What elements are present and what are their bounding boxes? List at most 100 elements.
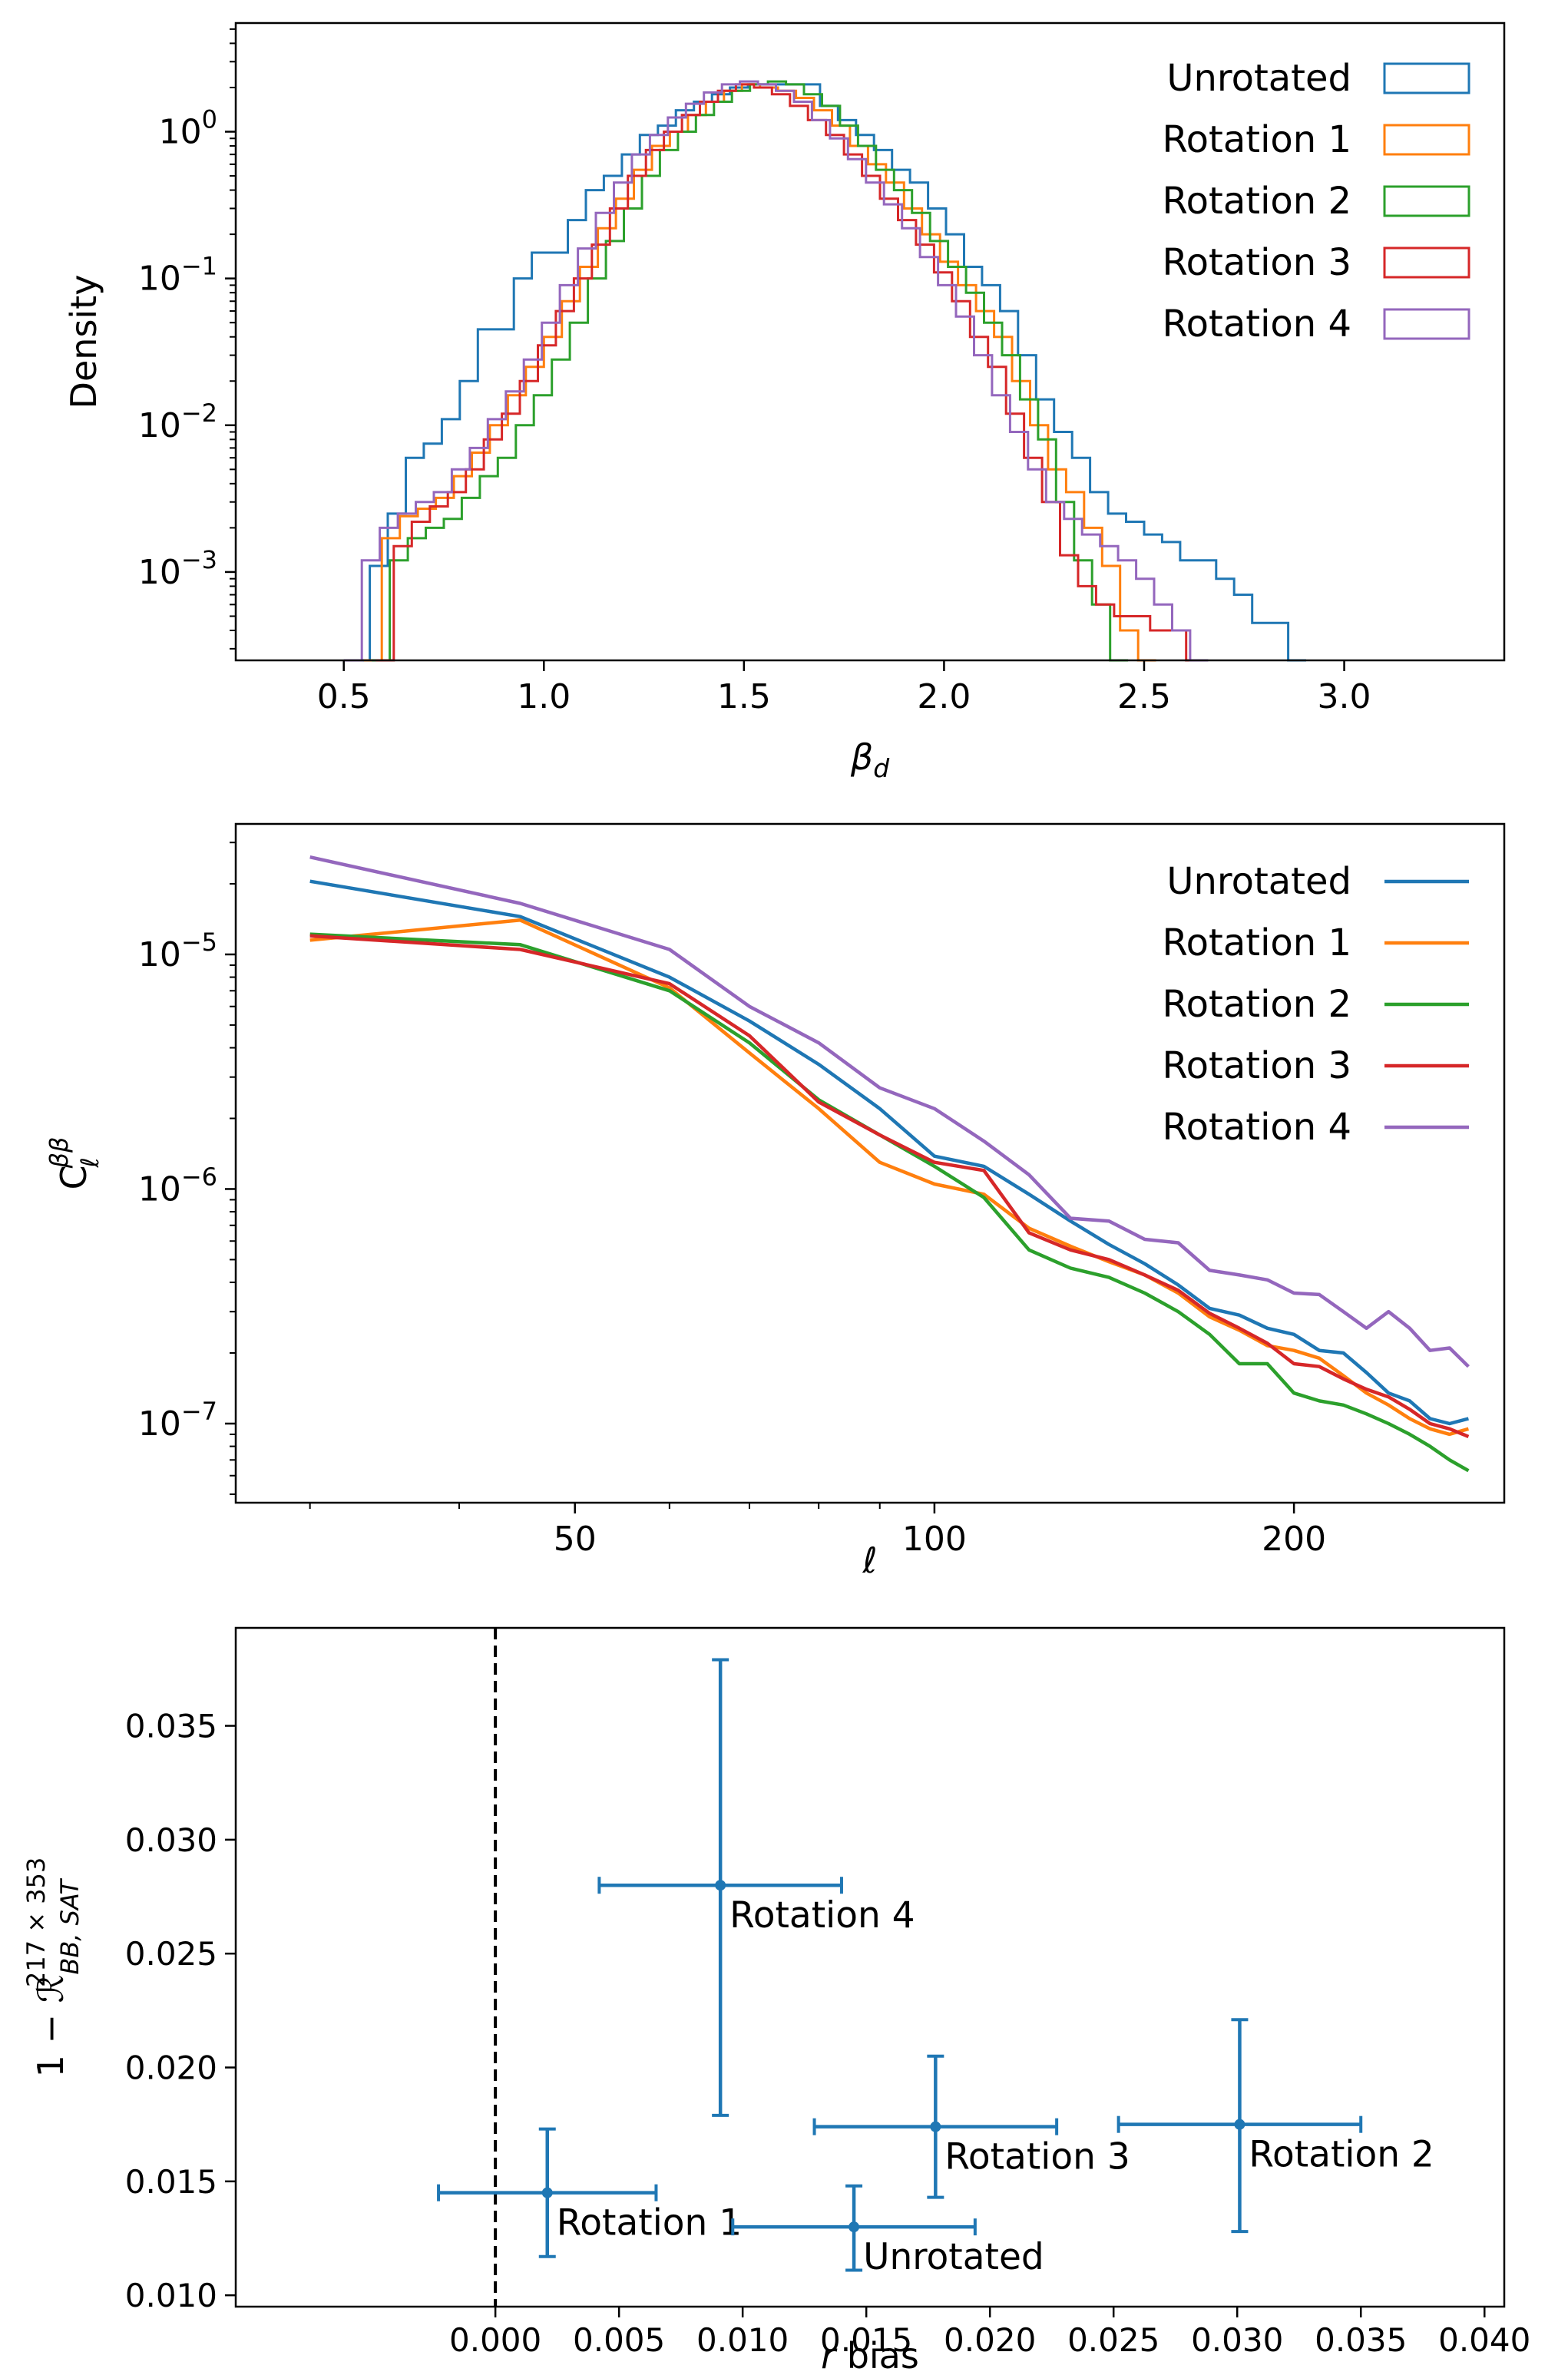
point-rotation-3: Rotation 3 — [812, 2054, 1130, 2199]
point-label: Rotation 1 — [557, 2202, 742, 2244]
x-tick-label: 0.015 — [820, 2321, 912, 2359]
data-point-marker — [849, 2221, 860, 2233]
legend-label-rotation-1: Rotation 1 — [1162, 921, 1351, 964]
legend-label-rotation-1: Rotation 1 — [1162, 118, 1351, 161]
legend-label-rotation-4: Rotation 4 — [1162, 1106, 1351, 1149]
y-tick-label: 10−6 — [138, 1162, 217, 1209]
histogram-series — [343, 80, 1306, 662]
point-rotation-4: Rotation 4 — [597, 1658, 915, 2117]
point-unrotated: Unrotated — [731, 2184, 1044, 2278]
y-tick-exp: −3 — [181, 545, 217, 574]
legend-label-rotation-2: Rotation 2 — [1162, 983, 1351, 1026]
y-tick-exp: 0 — [202, 105, 217, 134]
point-rotation-2: Rotation 2 — [1116, 2018, 1434, 2234]
bias-y-ticks: 0.010 0.015 0.020 0.025 0.030 0.035 — [125, 1708, 236, 2314]
point-label: Unrotated — [863, 2236, 1044, 2278]
histogram-x-ticks: 0.5 1.0 1.5 2.0 2.5 3.0 — [317, 660, 1371, 716]
x-tick-label: 0.040 — [1438, 2321, 1530, 2359]
histogram-x-axis-label: βd — [850, 736, 890, 783]
legend-swatch-rotation-4 — [1383, 308, 1470, 340]
y-tick-label: 0.010 — [125, 2277, 217, 2314]
spectrum-series — [309, 855, 1470, 1473]
legend-label-rotation-3: Rotation 3 — [1162, 1044, 1351, 1087]
spectrum-axes-frame — [234, 822, 1506, 1504]
x-tick-label: 0.035 — [1315, 2321, 1407, 2359]
hist-step-rotation-1 — [363, 83, 1156, 662]
legend-label-rotation-4: Rotation 4 — [1162, 303, 1351, 346]
legend-label-unrotated: Unrotated — [1166, 860, 1351, 903]
hist-step-unrotated — [352, 83, 1306, 662]
data-point-marker — [715, 1880, 726, 1891]
y-tick-label: 0.025 — [125, 1935, 217, 1973]
x-tick-label: 0.030 — [1191, 2321, 1283, 2359]
spectrum-line-rotation-3 — [309, 934, 1470, 1438]
x-tick-label: 1.5 — [717, 677, 771, 716]
y-tick-label: 10−7 — [138, 1397, 217, 1444]
x-tick-label: 100 — [902, 1520, 967, 1559]
spectrum-y-ticks: 10−710−610−5 — [138, 842, 236, 1495]
x-tick-label: 50 — [554, 1520, 597, 1559]
y-tick-base: 10 — [138, 553, 181, 592]
y-tick-label: 10−3 — [138, 545, 217, 592]
point-rotation-1: Rotation 1 — [437, 2127, 742, 2258]
x-tick-label: 1.0 — [517, 677, 571, 716]
y-tick-base: 10 — [138, 406, 181, 445]
legend-swatch-rotation-1 — [1383, 124, 1470, 156]
spectrum-panel: 50 100 200 10−710−610−5 ℓ Cββℓ UnrotatedRo… — [45, 822, 1506, 1581]
x-tick-label: 0.005 — [573, 2321, 665, 2359]
y-tick-label: 0.015 — [125, 2163, 217, 2201]
y-tick-label: 10−5 — [138, 928, 217, 974]
legend-label-rotation-2: Rotation 2 — [1162, 180, 1351, 223]
y-tick-exp: −5 — [181, 928, 217, 957]
spectrum-line-rotation-4 — [309, 855, 1470, 1368]
x-tick-label: 0.025 — [1067, 2321, 1159, 2359]
point-label: Rotation 3 — [944, 2136, 1130, 2178]
y-tick-base: 10 — [138, 935, 181, 974]
hist-step-rotation-4 — [343, 80, 1209, 662]
spectrum-legend: Unrotated Rotation 1 Rotation 2 Rotation 3 R… — [1162, 860, 1469, 1149]
y-tick-exp: −1 — [181, 252, 217, 281]
bias-points: Rotation 1 Rotation 4 Unrotated Rotation 3 R… — [437, 1658, 1434, 2278]
hist-step-rotation-3 — [375, 83, 1205, 662]
bias-x-ticks: 0.000 0.005 0.010 0.015 0.020 0.025 0.030 0.035… — [449, 2307, 1530, 2359]
legend-label-unrotated: Unrotated — [1166, 57, 1351, 100]
legend-swatch-rotation-2 — [1383, 185, 1470, 217]
y-tick-base: 10 — [138, 1169, 181, 1209]
hist-step-rotation-2 — [372, 80, 1129, 662]
point-label: Rotation 2 — [1249, 2134, 1434, 2176]
data-point-marker — [541, 2187, 553, 2198]
x-tick-label: 0.020 — [944, 2321, 1036, 2359]
spectrum-x-ticks: 50 100 200 — [309, 1503, 1326, 1559]
x-tick-label: 0.010 — [696, 2321, 789, 2359]
x-tick-label: 0.000 — [449, 2321, 541, 2359]
y-tick-base: 10 — [159, 113, 202, 152]
y-tick-label: 100 — [159, 105, 217, 152]
data-point-marker — [930, 2121, 941, 2132]
x-tick-label: 200 — [1262, 1520, 1326, 1559]
y-tick-label: 0.030 — [125, 1821, 217, 1859]
legend-label-rotation-3: Rotation 3 — [1162, 241, 1351, 284]
histogram-legend: Unrotated Rotation 1 Rotation 2 Rotation 3 R… — [1162, 57, 1470, 346]
legend-swatch-unrotated — [1383, 62, 1470, 94]
spectrum-line-unrotated — [309, 879, 1469, 1426]
legend-swatch-rotation-3 — [1383, 246, 1470, 279]
bias-panel: 0.000 0.005 0.010 0.015 0.020 0.025 0.030 0.035… — [22, 1626, 1530, 2375]
data-point-marker — [1234, 2119, 1245, 2130]
x-tick-label: 3.0 — [1318, 677, 1371, 716]
y-tick-base: 10 — [138, 260, 181, 299]
x-tick-label: 0.5 — [317, 677, 371, 716]
histogram-y-axis-label: Density — [63, 275, 104, 409]
y-tick-base: 10 — [138, 1404, 181, 1444]
y-tick-label: 10−2 — [138, 399, 217, 445]
y-tick-exp: −7 — [181, 1397, 217, 1426]
bias-axes-frame — [234, 1626, 1506, 2308]
histogram-axes-frame — [234, 22, 1506, 662]
y-tick-label: 10−1 — [138, 252, 217, 299]
y-tick-label: 0.035 — [125, 1708, 217, 1745]
x-tick-label: 2.5 — [1117, 677, 1171, 716]
point-label: Rotation 4 — [729, 1894, 915, 1937]
spectrum-line-rotation-1 — [309, 918, 1470, 1437]
